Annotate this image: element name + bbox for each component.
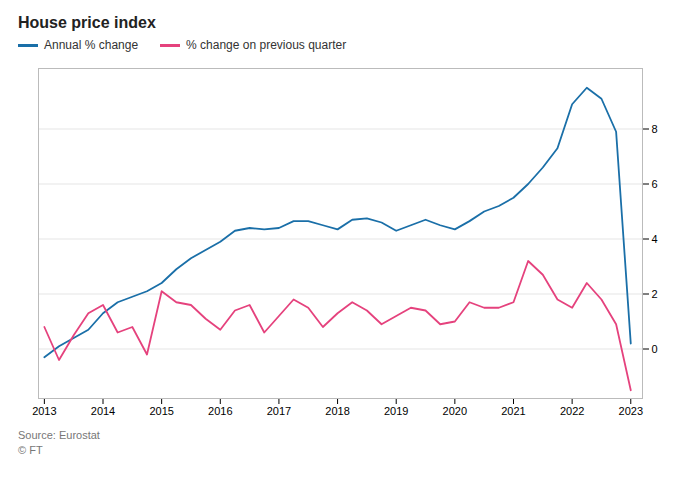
svg-text:2020: 2020 (443, 405, 467, 417)
svg-text:2: 2 (652, 288, 658, 300)
svg-text:2023: 2023 (619, 405, 643, 417)
svg-text:6: 6 (652, 178, 658, 190)
svg-text:2022: 2022 (560, 405, 584, 417)
svg-text:2019: 2019 (384, 405, 408, 417)
svg-text:2014: 2014 (91, 405, 115, 417)
html-text:Annual % change: Annual % change (44, 38, 139, 52)
html-text:Source: Eurostat: Source: Eurostat (18, 429, 100, 441)
svg-text:4: 4 (652, 233, 658, 245)
svg-text:2016: 2016 (208, 405, 232, 417)
svg-text:2018: 2018 (325, 405, 349, 417)
html-text:% change on previous quarter: % change on previous quarter (186, 38, 347, 52)
svg-text:8: 8 (652, 123, 658, 135)
svg-text:0: 0 (652, 343, 658, 355)
svg-text:2017: 2017 (267, 405, 291, 417)
html-text:House price index: House price index (18, 14, 156, 31)
svg-text:2015: 2015 (149, 405, 173, 417)
html-text:© FT: © FT (18, 443, 43, 456)
svg-text:2013: 2013 (32, 405, 56, 417)
svg-text:2021: 2021 (501, 405, 525, 417)
